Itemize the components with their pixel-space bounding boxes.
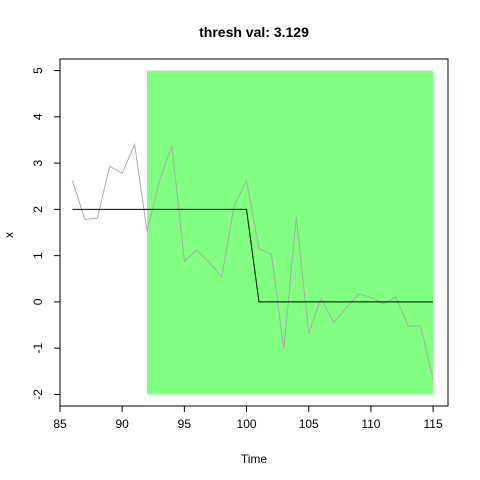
y-tick-label: 2	[31, 206, 45, 213]
y-axis: -2 -1 0 1 2 3 4 5	[31, 67, 61, 400]
x-axis-label: Time	[241, 452, 268, 466]
y-tick-label: 1	[31, 252, 45, 259]
y-tick-label: -1	[31, 343, 45, 354]
x-tick-label: 95	[178, 417, 192, 431]
x-tick-label: 100	[237, 417, 257, 431]
x-tick-label: 90	[115, 417, 129, 431]
x-tick-label: 115	[424, 417, 443, 431]
x-tick-label: 110	[361, 417, 380, 431]
x-axis: 85 90 95 100 105 110 115	[53, 405, 443, 431]
y-tick-label: 5	[31, 67, 45, 74]
y-tick-label: 3	[31, 159, 45, 166]
y-tick-label: -2	[31, 389, 45, 400]
y-axis-label: x	[2, 232, 16, 238]
highlight-region	[147, 70, 434, 395]
series-line-threshold	[72, 208, 434, 303]
chart-title: thresh val: 3.129	[199, 24, 309, 40]
y-tick-label: 4	[31, 113, 45, 120]
y-tick-label: 0	[31, 298, 45, 305]
x-tick-label: 105	[299, 417, 319, 431]
x-tick-label: 85	[53, 417, 67, 431]
series-line-data	[71, 142, 434, 380]
